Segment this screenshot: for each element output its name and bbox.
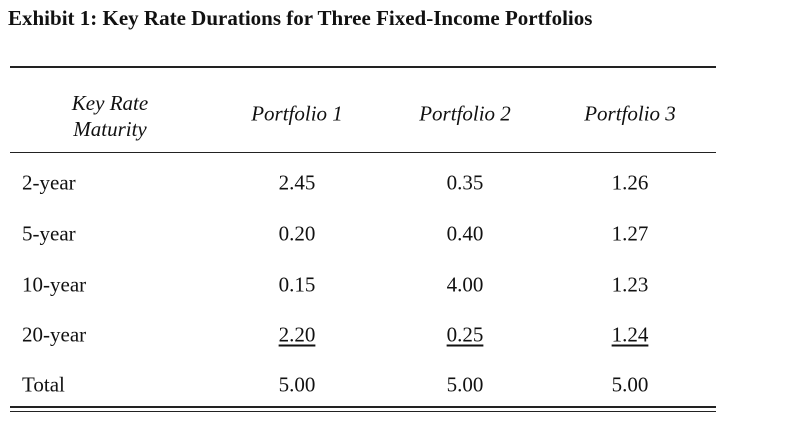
column-header: Portfolio 1 bbox=[251, 101, 343, 126]
table-cell: 2.45 bbox=[278, 170, 316, 195]
table-cell: 2.20 bbox=[278, 322, 316, 347]
bottom-rule bbox=[10, 406, 716, 408]
table-cell: 5.00 bbox=[278, 372, 316, 397]
table-cell: 0.15 bbox=[278, 272, 316, 297]
column-header: Portfolio 2 bbox=[419, 101, 511, 126]
bottom-rule bbox=[10, 411, 716, 412]
table-cell: 0.35 bbox=[446, 170, 484, 195]
table-cell: 1.24 bbox=[611, 322, 649, 347]
column-header: Portfolio 3 bbox=[584, 101, 676, 126]
row-label: 5-year bbox=[22, 221, 76, 246]
table-cell: 0.25 bbox=[446, 322, 484, 347]
row-label: 2-year bbox=[22, 170, 76, 195]
top-rule bbox=[10, 66, 716, 68]
table-cell: 0.20 bbox=[278, 221, 316, 246]
column-header: Key Rate Maturity bbox=[71, 91, 149, 141]
row-label: 10-year bbox=[22, 272, 87, 297]
row-label: 20-year bbox=[22, 322, 87, 347]
exhibit-title: Exhibit 1: Key Rate Durations for Three … bbox=[8, 6, 593, 30]
table-cell: 0.40 bbox=[446, 221, 484, 246]
table-cell: 5.00 bbox=[611, 372, 649, 397]
table-cell: 4.00 bbox=[446, 272, 484, 297]
row-label: Total bbox=[22, 372, 65, 397]
table-cell: 1.23 bbox=[611, 272, 649, 297]
table-cell: 1.27 bbox=[611, 221, 649, 246]
header-rule bbox=[10, 152, 716, 153]
table-cell: 5.00 bbox=[446, 372, 484, 397]
table-cell: 1.26 bbox=[611, 170, 649, 195]
